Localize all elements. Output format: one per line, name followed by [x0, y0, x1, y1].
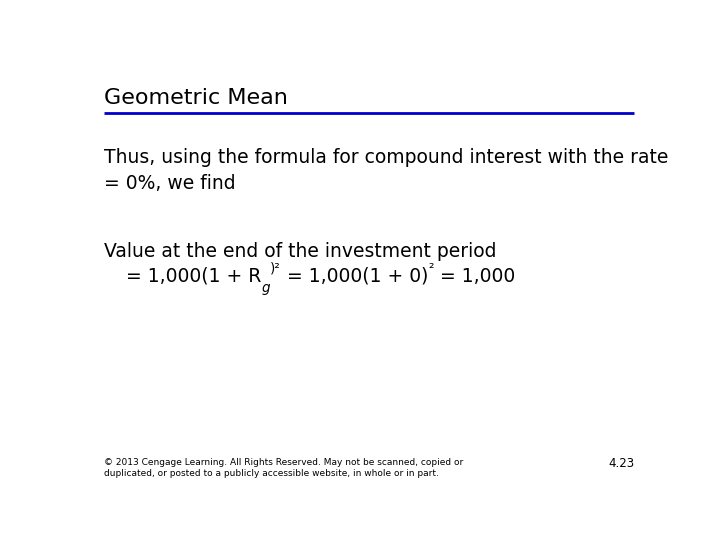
Text: 4.23: 4.23 — [608, 457, 634, 470]
Text: = 1,000: = 1,000 — [433, 267, 515, 286]
Text: = 1,000(1 + 0): = 1,000(1 + 0) — [281, 267, 428, 286]
Text: © 2013 Cengage Learning. All Rights Reserved. May not be scanned, copied or
dupl: © 2013 Cengage Learning. All Rights Rese… — [104, 458, 463, 478]
Text: Thus, using the formula for compound interest with the rate
= 0%, we find: Thus, using the formula for compound int… — [104, 148, 668, 193]
Text: )²: )² — [270, 262, 281, 276]
Text: ²: ² — [428, 262, 433, 276]
Text: = 1,000(1 + R: = 1,000(1 + R — [126, 267, 261, 286]
Text: g: g — [261, 281, 270, 295]
Text: Geometric Mean: Geometric Mean — [104, 87, 288, 107]
Text: Value at the end of the investment period: Value at the end of the investment perio… — [104, 241, 497, 260]
